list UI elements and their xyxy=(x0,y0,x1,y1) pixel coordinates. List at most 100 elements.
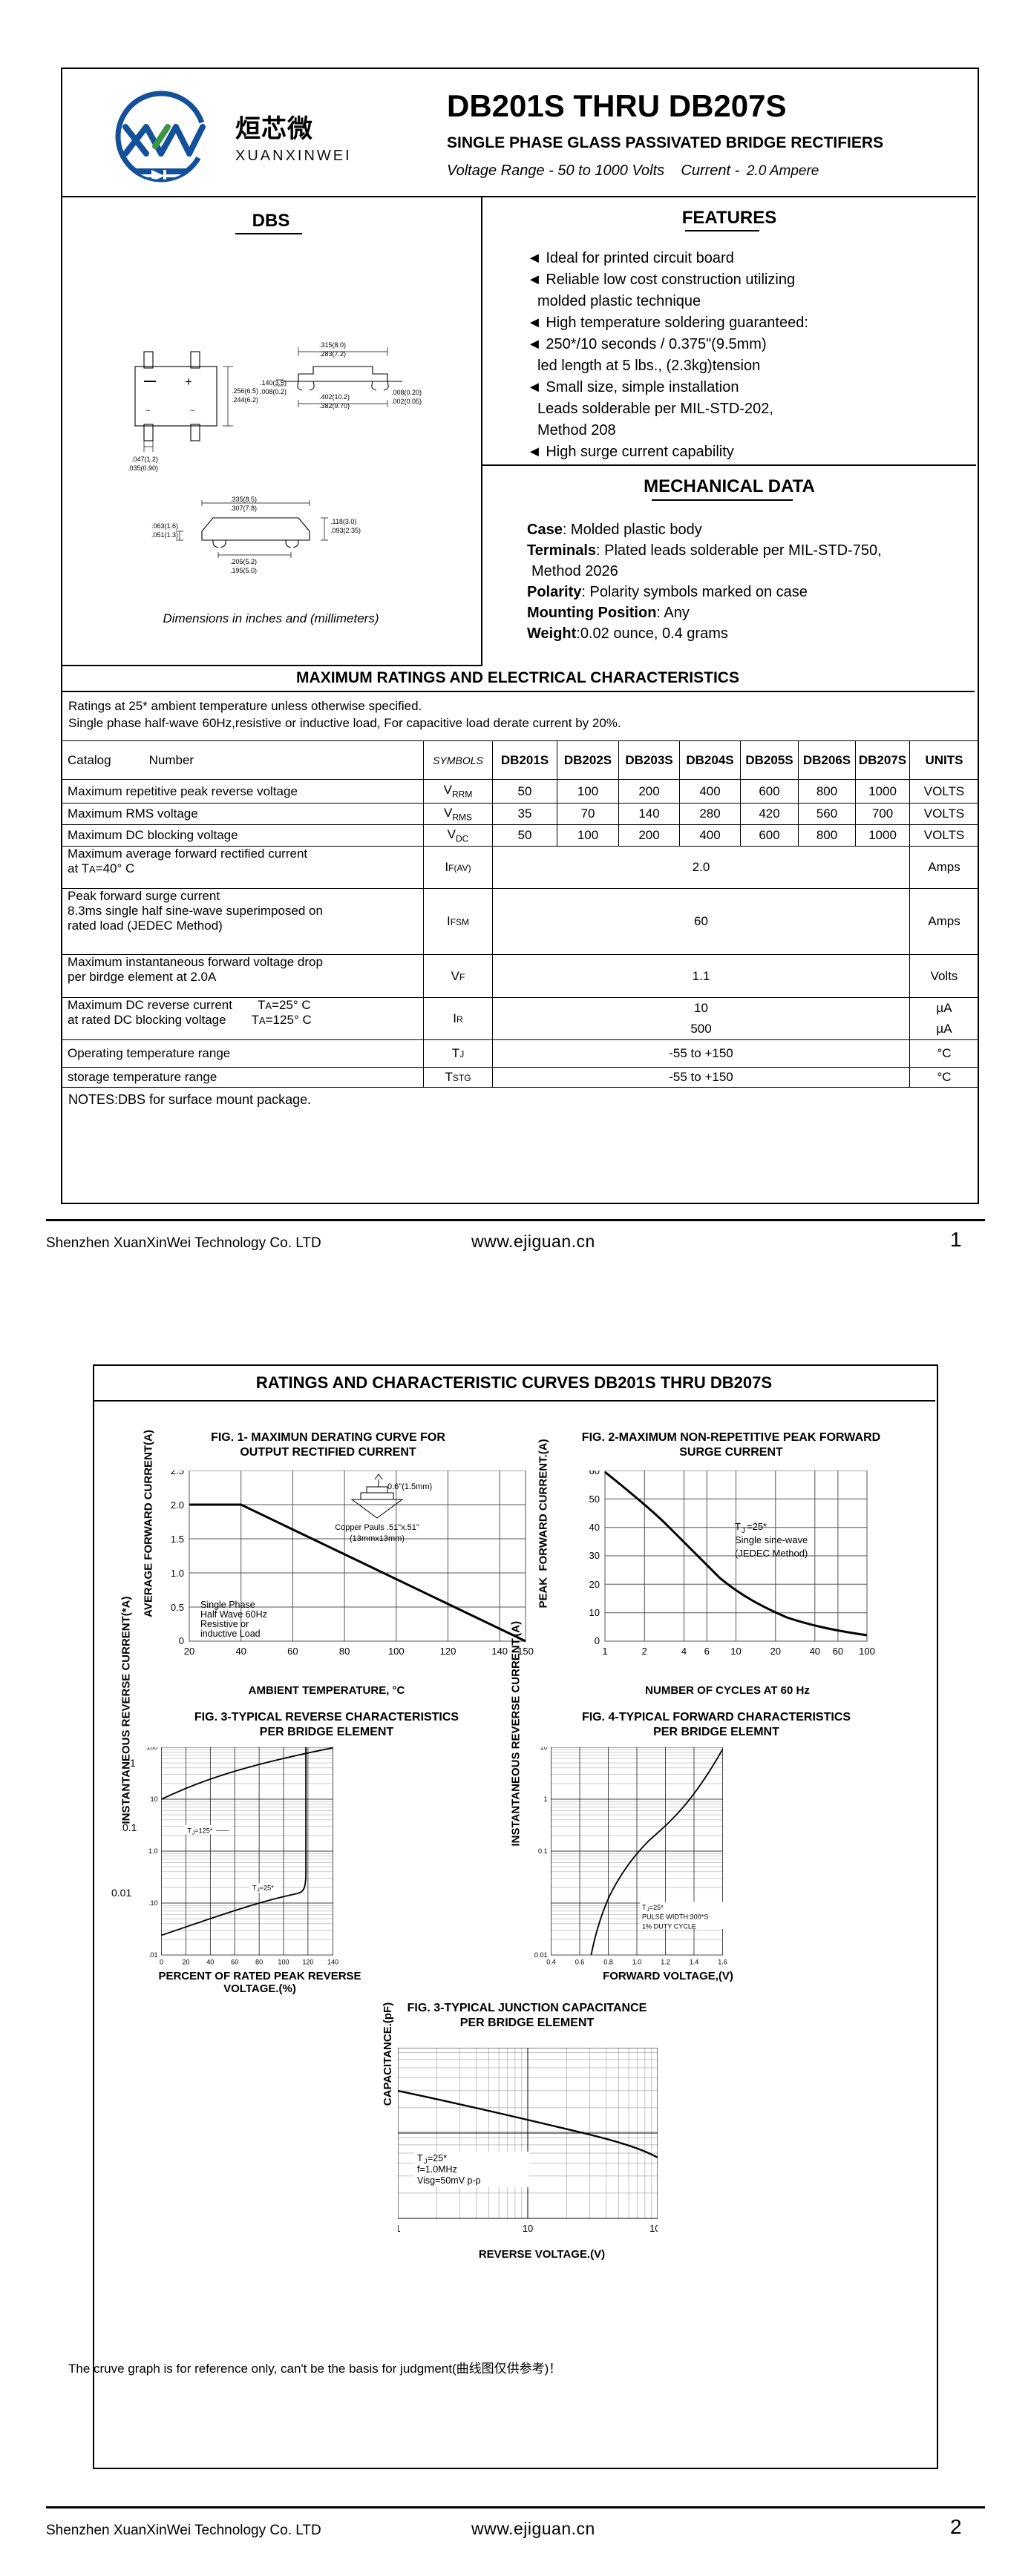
svg-text:.093(2.35): .093(2.35) xyxy=(330,527,361,534)
svg-text:10: 10 xyxy=(150,1795,157,1803)
svg-text:2: 2 xyxy=(642,1646,647,1657)
svg-text:0.5: 0.5 xyxy=(171,1602,184,1613)
svg-text:10: 10 xyxy=(523,2223,533,2234)
svg-text:1% DUTY CYCLE: 1% DUTY CYCLE xyxy=(642,1922,696,1930)
svg-text:80: 80 xyxy=(339,1646,350,1657)
svg-text:Resistive or: Resistive or xyxy=(200,1619,249,1629)
svg-text:=25*: =25* xyxy=(428,2153,447,2163)
svg-text:T: T xyxy=(735,1521,741,1532)
svg-text:T: T xyxy=(252,1885,257,1892)
svg-text:60: 60 xyxy=(231,1959,238,1966)
svg-text:2.5: 2.5 xyxy=(171,1471,184,1476)
svg-text:10: 10 xyxy=(589,1607,600,1618)
svg-text:~: ~ xyxy=(145,407,150,415)
svg-text:.402(10.2): .402(10.2) xyxy=(319,393,350,401)
svg-text:Copper Pauls .51"x.51": Copper Pauls .51"x.51" xyxy=(335,1523,419,1532)
svg-text:.063(1.6): .063(1.6) xyxy=(151,522,178,530)
svg-text:2.0: 2.0 xyxy=(171,1499,184,1511)
svg-text:.118(3.0): .118(3.0) xyxy=(330,518,356,525)
svg-text:=25*: =25* xyxy=(260,1885,274,1892)
svg-text:Single sine-wave: Single sine-wave xyxy=(735,1534,808,1545)
svg-text:(JEDEC Method): (JEDEC Method) xyxy=(735,1548,808,1559)
svg-text:60: 60 xyxy=(833,1646,843,1657)
svg-text:0.1: 0.1 xyxy=(538,1847,548,1855)
svg-text:T: T xyxy=(188,1827,192,1835)
svg-text:6: 6 xyxy=(704,1646,710,1657)
svg-text:80: 80 xyxy=(255,1959,263,1966)
svg-text:=25*: =25* xyxy=(649,1904,664,1911)
svg-text:20: 20 xyxy=(184,1646,194,1657)
svg-text:=125*: =125* xyxy=(194,1827,212,1835)
svg-text:Single Phase: Single Phase xyxy=(200,1600,255,1610)
svg-text:1.2: 1.2 xyxy=(661,1959,670,1966)
svg-text:1.0: 1.0 xyxy=(171,1568,184,1579)
svg-text:60: 60 xyxy=(589,1471,600,1476)
svg-text:1.6: 1.6 xyxy=(718,1959,727,1966)
svg-text:1.0: 1.0 xyxy=(148,1847,158,1855)
svg-text:0.4: 0.4 xyxy=(546,1959,556,1966)
svg-text:1.4: 1.4 xyxy=(690,1959,699,1966)
svg-text:1: 1 xyxy=(602,1646,607,1657)
svg-text:.047(1.2): .047(1.2) xyxy=(131,456,158,463)
svg-text:40: 40 xyxy=(810,1646,820,1657)
svg-text:T: T xyxy=(642,1904,647,1911)
svg-text:0.01: 0.01 xyxy=(534,1951,548,1959)
svg-text:PULSE WIDTH:300*S: PULSE WIDTH:300*S xyxy=(642,1913,708,1921)
svg-text:.01: .01 xyxy=(148,1951,158,1959)
svg-text:.195(5.0): .195(5.0) xyxy=(230,567,257,574)
svg-text:10: 10 xyxy=(540,1747,547,1751)
svg-text:.244(6.2): .244(6.2) xyxy=(232,396,258,404)
svg-text:.035(0.90): .035(0.90) xyxy=(128,464,158,472)
svg-text:.307(7.8): .307(7.8) xyxy=(230,505,257,512)
svg-text:f=1.0MHz: f=1.0MHz xyxy=(417,2164,457,2175)
svg-text:inductive Load: inductive Load xyxy=(200,1629,261,1639)
svg-text:1: 1 xyxy=(544,1795,548,1803)
svg-text:0.8: 0.8 xyxy=(603,1959,613,1966)
svg-text:1.5: 1.5 xyxy=(171,1534,184,1545)
svg-text:=25*: =25* xyxy=(747,1521,767,1532)
svg-text:50: 50 xyxy=(589,1494,600,1505)
svg-text:120: 120 xyxy=(302,1959,313,1966)
svg-text:+: + xyxy=(185,375,192,389)
svg-text:.256(6.5): .256(6.5) xyxy=(232,387,258,395)
svg-text:40: 40 xyxy=(206,1959,214,1966)
svg-text:Visg=50mV p-p: Visg=50mV p-p xyxy=(417,2175,481,2186)
svg-text:.10: .10 xyxy=(148,1899,158,1907)
svg-text:30: 30 xyxy=(589,1550,600,1561)
svg-text:100: 100 xyxy=(146,1747,157,1751)
svg-text:20: 20 xyxy=(770,1646,781,1657)
svg-text:140: 140 xyxy=(327,1959,338,1966)
svg-text:.335(8.5): .335(8.5) xyxy=(230,496,257,503)
svg-text:10: 10 xyxy=(730,1646,741,1657)
svg-text:.008(0.2): .008(0.2) xyxy=(260,388,287,395)
svg-text:100: 100 xyxy=(649,2223,658,2234)
svg-text:1: 1 xyxy=(398,2223,401,2234)
svg-text:20: 20 xyxy=(589,1579,600,1590)
svg-text:.382(9.70): .382(9.70) xyxy=(319,402,350,410)
svg-text:100: 100 xyxy=(278,1959,289,1966)
svg-text:1.0: 1.0 xyxy=(632,1959,642,1966)
svg-text:~: ~ xyxy=(190,407,194,415)
svg-text:100: 100 xyxy=(388,1646,405,1657)
svg-text:Half Wave 60Hz: Half Wave 60Hz xyxy=(200,1609,267,1620)
svg-text:0.6"(1.5mm): 0.6"(1.5mm) xyxy=(387,1482,432,1491)
svg-text:.008(0.20): .008(0.20) xyxy=(391,389,422,396)
svg-text:.140(3.5): .140(3.5) xyxy=(260,379,287,387)
svg-text:40: 40 xyxy=(589,1522,600,1533)
svg-text:.002(0.05): .002(0.05) xyxy=(391,398,422,405)
svg-text:(13mmx13mm): (13mmx13mm) xyxy=(350,1534,405,1543)
svg-text:.315(8.0): .315(8.0) xyxy=(319,341,346,349)
svg-text:100: 100 xyxy=(859,1646,875,1657)
svg-text:.283(7.2): .283(7.2) xyxy=(319,350,346,358)
svg-text:140: 140 xyxy=(491,1646,508,1657)
svg-text:0: 0 xyxy=(595,1635,600,1646)
svg-text:20: 20 xyxy=(182,1959,189,1966)
svg-text:.051(1.3): .051(1.3) xyxy=(151,531,178,539)
svg-text:.205(5.2): .205(5.2) xyxy=(230,558,257,565)
svg-text:60: 60 xyxy=(287,1646,298,1657)
svg-text:T: T xyxy=(417,2153,423,2163)
svg-text:0: 0 xyxy=(160,1959,163,1966)
svg-text:4: 4 xyxy=(681,1646,687,1657)
svg-text:0: 0 xyxy=(179,1635,184,1646)
svg-text:120: 120 xyxy=(440,1646,456,1657)
